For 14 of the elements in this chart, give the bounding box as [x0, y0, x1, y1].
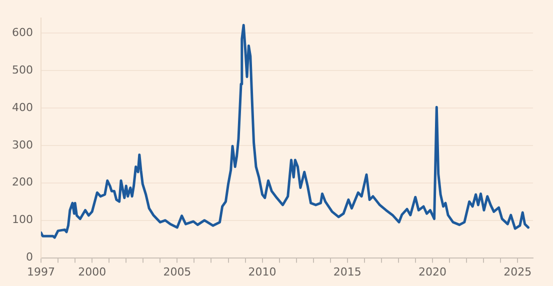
- x-tick-label: 2020: [418, 265, 447, 278]
- y-tick-label: 600: [12, 26, 33, 39]
- x-tick-label: 2000: [78, 265, 106, 278]
- x-tick-label: 1997: [26, 265, 55, 278]
- x-tick-label: 2010: [248, 265, 276, 278]
- y-tick-label: 100: [12, 213, 33, 226]
- x-tick-label: 2015: [333, 265, 362, 278]
- x-tick-label: 2005: [163, 265, 192, 278]
- y-tick-label: 0: [26, 250, 33, 264]
- y-tick-label: 200: [12, 176, 33, 189]
- y-tick-label: 400: [12, 100, 33, 114]
- x-tick-label: 2025: [504, 265, 532, 278]
- y-tick-label: 500: [12, 63, 33, 76]
- y-tick-label: 300: [12, 138, 33, 152]
